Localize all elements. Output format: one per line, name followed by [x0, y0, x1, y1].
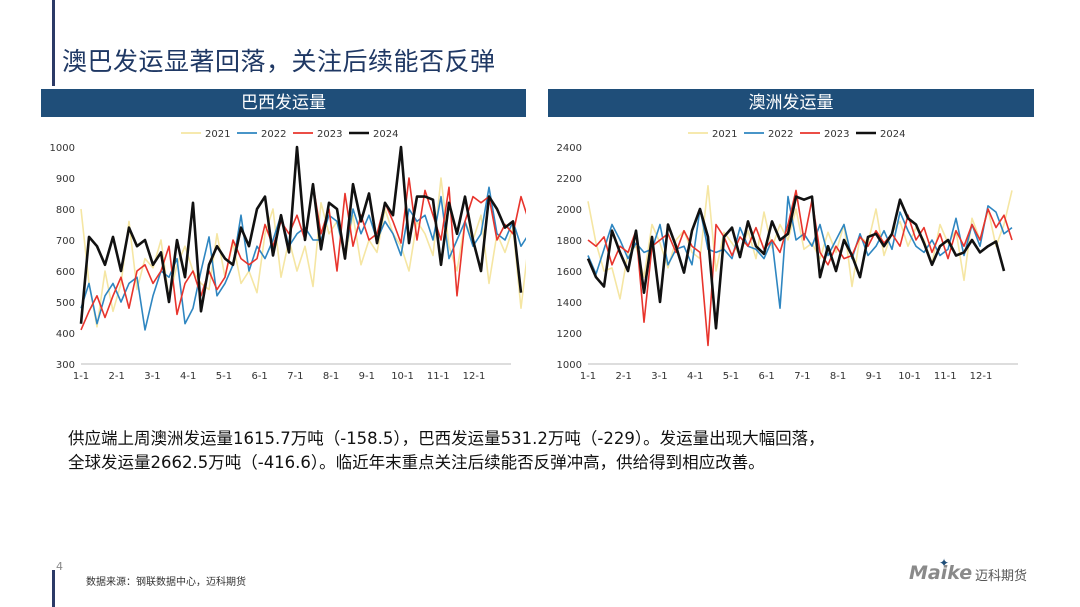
x-tick-label: 3-1 [651, 371, 667, 382]
y-tick-label: 500 [56, 298, 75, 309]
legend-label-2024: 2024 [880, 129, 905, 140]
legend-label-2021: 2021 [205, 129, 230, 140]
series-line-2023 [587, 189, 1013, 347]
series-line-2024 [79, 145, 523, 324]
y-tick-label: 1200 [557, 329, 582, 340]
y-tick-label: 2200 [557, 174, 582, 185]
logo-wordmark: Maike [909, 562, 973, 584]
legend-label-2023: 2023 [824, 129, 849, 140]
y-tick-label: 1600 [557, 267, 582, 278]
x-tick-label: 7-1 [794, 371, 810, 382]
x-tick-label: 7-1 [287, 371, 303, 382]
x-tick-label: 8-1 [323, 371, 339, 382]
x-tick-label: 2-1 [616, 371, 632, 382]
legend-label-2022: 2022 [768, 129, 793, 140]
series-line-2022 [587, 195, 1013, 309]
y-tick-label: 1000 [50, 143, 75, 154]
summary-line-1: 供应端上周澳洲发运量1615.7万吨（-158.5），巴西发运量531.2万吨（… [68, 429, 825, 448]
y-tick-label: 1400 [557, 298, 582, 309]
x-tick-label: 1-1 [73, 371, 89, 382]
accent-bar-bottom [52, 570, 55, 607]
x-tick-label: 6-1 [758, 371, 774, 382]
x-tick-label: 9-1 [359, 371, 375, 382]
y-tick-label: 1800 [557, 236, 582, 247]
y-tick-label: 2400 [557, 143, 582, 154]
legend-label-2023: 2023 [317, 129, 342, 140]
australia-shipment-chart: 2021 2022 2023 2024 1000 1200 1400 1600 1800 2000… [557, 129, 1018, 382]
x-tick-label: 4-1 [687, 371, 703, 382]
y-tick-label: 700 [56, 236, 75, 247]
summary-line-2: 全球发运量2662.5万吨（-416.6）。临近年末重点关注后续能否反弹冲高，供… [68, 453, 765, 472]
australia-chart-header: 澳洲发运量 [548, 89, 1034, 117]
x-tick-label: 11-1 [427, 371, 450, 382]
summary-paragraph: 供应端上周澳洲发运量1615.7万吨（-158.5），巴西发运量531.2万吨（… [68, 427, 1028, 475]
y-tick-label: 400 [56, 329, 75, 340]
legend-label-2022: 2022 [261, 129, 286, 140]
x-tick-label: 6-1 [251, 371, 267, 382]
x-tick-label: 9-1 [866, 371, 882, 382]
page-number: 4 [56, 560, 63, 573]
company-logo: ✦ Maike 迈科期货 [909, 556, 1039, 586]
logo-mark-icon: ✦ [939, 556, 950, 570]
y-tick-label: 600 [56, 267, 75, 278]
data-source-note: 数据来源：钢联数据中心，迈科期货 [86, 577, 246, 588]
series-line-2024 [586, 195, 1006, 330]
x-tick-label: 3-1 [144, 371, 160, 382]
x-tick-label: 4-1 [180, 371, 196, 382]
legend-label-2024: 2024 [373, 129, 398, 140]
x-tick-label: 8-1 [830, 371, 846, 382]
y-tick-label: 800 [56, 205, 75, 216]
x-tick-label: 10-1 [391, 371, 414, 382]
y-tick-label: 300 [56, 360, 75, 371]
slide-title: 澳巴发运显著回落，关注后续能否反弹 [62, 47, 496, 76]
series-line-2021 [587, 185, 1013, 300]
legend-label-2021: 2021 [712, 129, 737, 140]
x-tick-label: 5-1 [723, 371, 739, 382]
y-tick-label: 1000 [557, 360, 582, 371]
y-tick-label: 2000 [557, 205, 582, 216]
x-tick-label: 1-1 [580, 371, 596, 382]
logo-chinese-name: 迈科期货 [975, 569, 1028, 584]
x-tick-label: 2-1 [109, 371, 125, 382]
x-tick-label: 5-1 [216, 371, 232, 382]
brazil-chart-header: 巴西发运量 [41, 89, 526, 117]
x-tick-label: 11-1 [934, 371, 957, 382]
accent-bar-top [52, 0, 55, 86]
y-tick-label: 900 [56, 174, 75, 185]
x-tick-label: 10-1 [898, 371, 921, 382]
brazil-shipment-chart: 2021 2022 2023 2024 300 400 500 600 700 800 900 100… [50, 129, 526, 382]
x-tick-label: 12-1 [463, 371, 486, 382]
x-tick-label: 12-1 [970, 371, 993, 382]
